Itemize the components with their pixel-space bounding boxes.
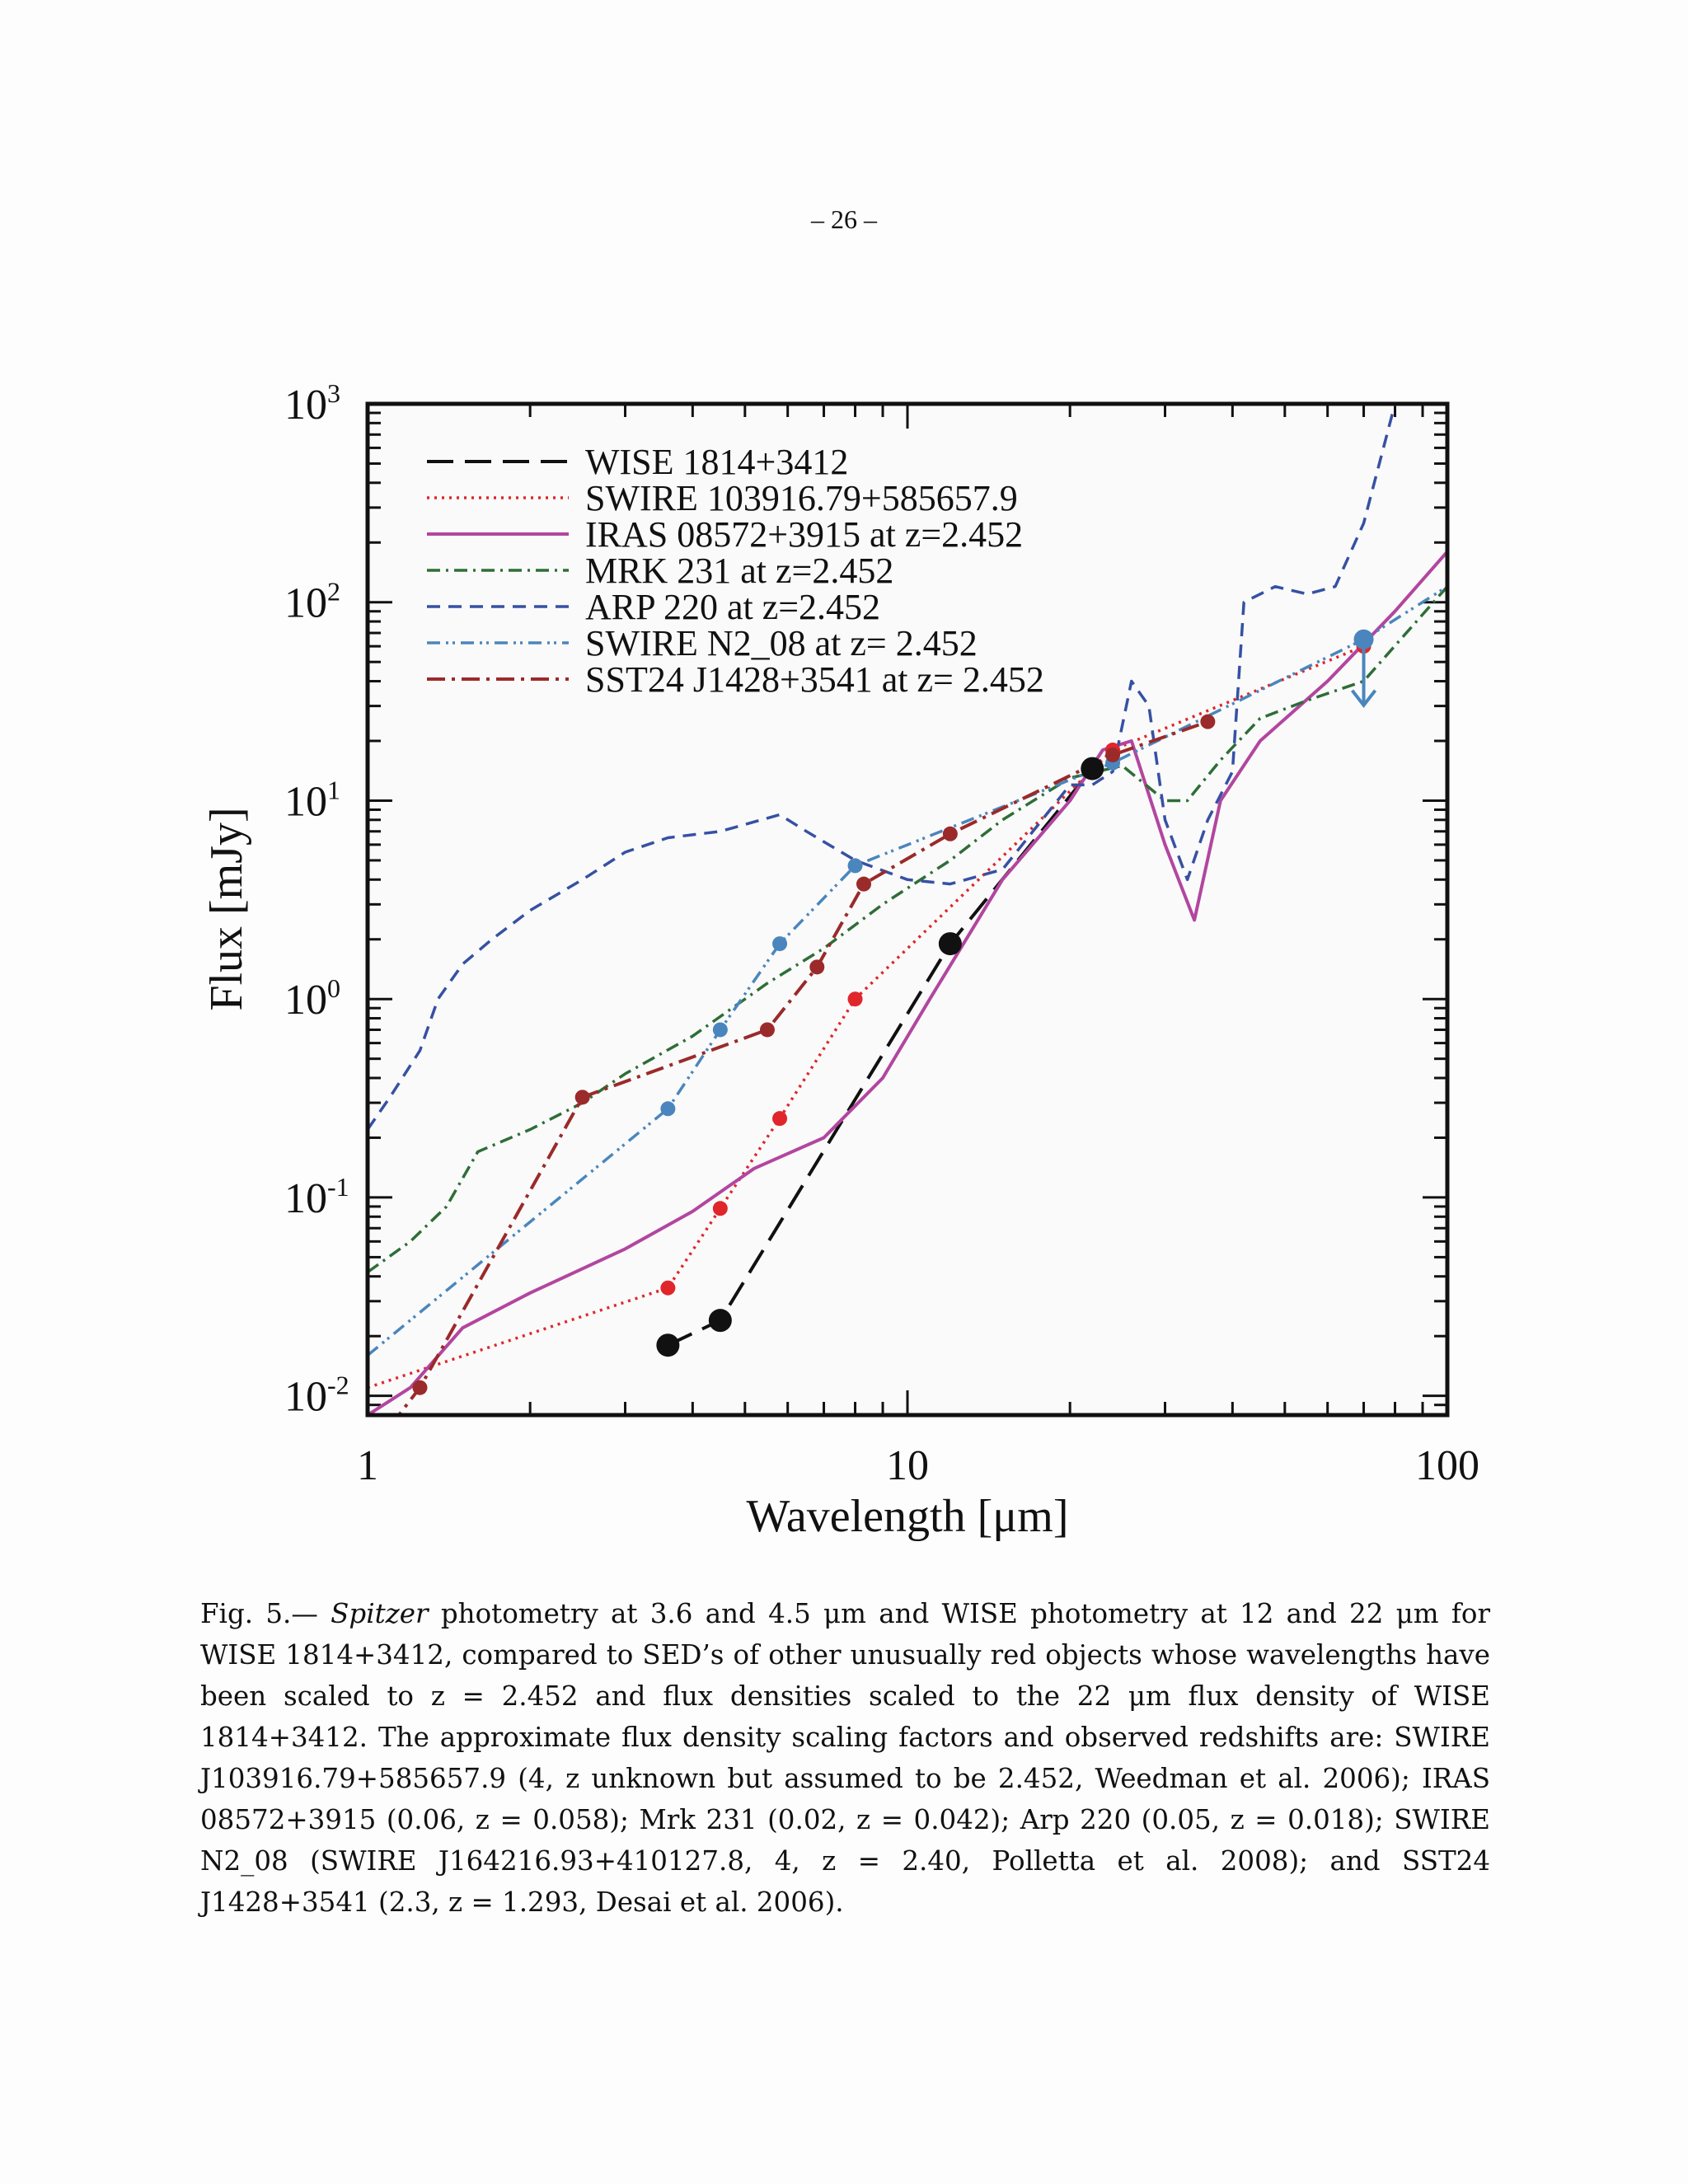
data-point	[772, 1111, 788, 1127]
tick-labels: 1 10 100 10-2 10-1 100 101 102 103	[284, 378, 1479, 1489]
data-point	[708, 1309, 732, 1333]
data-point	[574, 1090, 590, 1105]
legend-label-5: ARP 220 at z=2.452	[585, 587, 880, 627]
data-point	[1200, 714, 1216, 729]
data-point	[847, 858, 863, 874]
y-tick-label: 102	[284, 577, 340, 627]
y-tick-label: 10-1	[284, 1172, 349, 1222]
series-line-4	[368, 585, 1447, 1274]
data-point	[712, 1201, 728, 1216]
figure-caption: Fig. 5.— Spitzer photometry at 3.6 and 4…	[200, 1593, 1490, 1923]
sed-chart: 1 10 100 10-2 10-1 100 101 102 103 WISE 1814+341…	[201, 378, 1479, 1542]
plot-frame	[365, 401, 1450, 1418]
series-line-6	[368, 585, 1447, 1357]
legend-label-7: SST24 J1428+3541 at z= 2.452	[585, 659, 1044, 700]
upper-limit-arrowhead	[1350, 689, 1377, 709]
series-line-5	[368, 404, 1447, 1131]
data-point	[772, 936, 788, 952]
x-tick-label: 1	[357, 1442, 378, 1489]
data-point	[938, 932, 962, 956]
data-point	[660, 1280, 676, 1296]
data-point	[1356, 631, 1372, 647]
legend-label-6: SWIRE N2_08 at z= 2.452	[585, 623, 978, 663]
data-point	[656, 1333, 680, 1357]
page-number: – 26 –	[811, 204, 877, 234]
axis-ticks	[366, 402, 1449, 1417]
data-point	[660, 1101, 676, 1117]
caption-body: photometry at 3.6 and 4.5 μm and WISE ph…	[200, 1598, 1491, 1918]
legend-label-2: SWIRE 103916.79+585657.9	[585, 478, 1018, 518]
data-point	[809, 959, 825, 975]
series-line-3	[368, 550, 1447, 1415]
plot-background	[368, 404, 1447, 1415]
data-point	[1081, 757, 1104, 780]
data-point	[412, 1380, 428, 1395]
data-point	[712, 1022, 728, 1038]
markers-layer	[412, 629, 1377, 1395]
caption-italic: Spitzer	[331, 1598, 429, 1629]
y-tick-label: 100	[284, 973, 340, 1024]
caption-lead: Fig. 5.—	[200, 1598, 331, 1629]
data-point	[942, 826, 958, 841]
x-tick-label: 10	[886, 1442, 929, 1489]
data-point	[856, 876, 871, 892]
data-point	[847, 991, 863, 1007]
y-axis-label: Flux [mJy]	[201, 807, 252, 1010]
legend-label-1: WISE 1814+3412	[585, 442, 848, 482]
y-tick-label: 101	[284, 775, 340, 825]
legend-label-3: IRAS 08572+3915 at z=2.452	[585, 514, 1023, 555]
data-point	[1105, 747, 1121, 762]
x-tick-label: 100	[1415, 1442, 1479, 1489]
data-point	[759, 1022, 775, 1038]
legend-label-4: MRK 231 at z=2.452	[585, 551, 893, 591]
y-tick-label: 10-2	[284, 1371, 349, 1421]
y-tick-label: 103	[284, 378, 340, 429]
x-axis-label: Wavelength [μm]	[747, 1491, 1069, 1542]
